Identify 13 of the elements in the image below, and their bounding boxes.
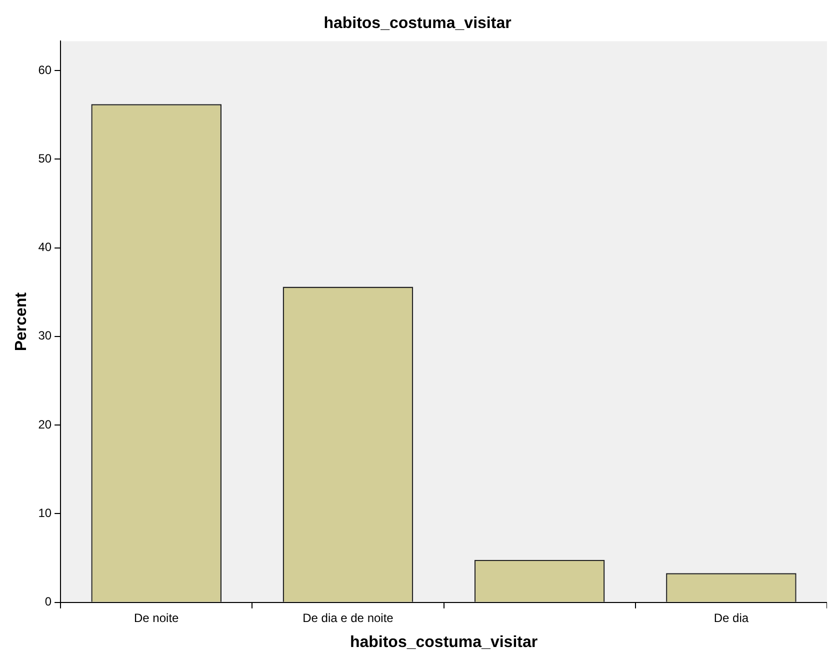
chart-title: habitos_costuma_visitar [324,15,512,32]
y-tick-label: 50 [38,151,52,166]
y-tick-label: 0 [44,594,52,609]
x-tick-label: De noite [134,610,180,625]
x-tick-label: De dia [714,610,749,625]
y-tick-label: 30 [38,328,52,343]
y-tick-label: 40 [38,240,52,254]
y-tick-label: 20 [38,417,52,432]
y-axis-title: Percent [13,292,30,352]
y-tick-label: 10 [38,506,52,520]
y-tick-label: 60 [38,62,52,77]
x-axis-title: habitos_costuma_visitar [350,634,538,651]
x-tick-label: De dia e de noite [302,610,394,625]
